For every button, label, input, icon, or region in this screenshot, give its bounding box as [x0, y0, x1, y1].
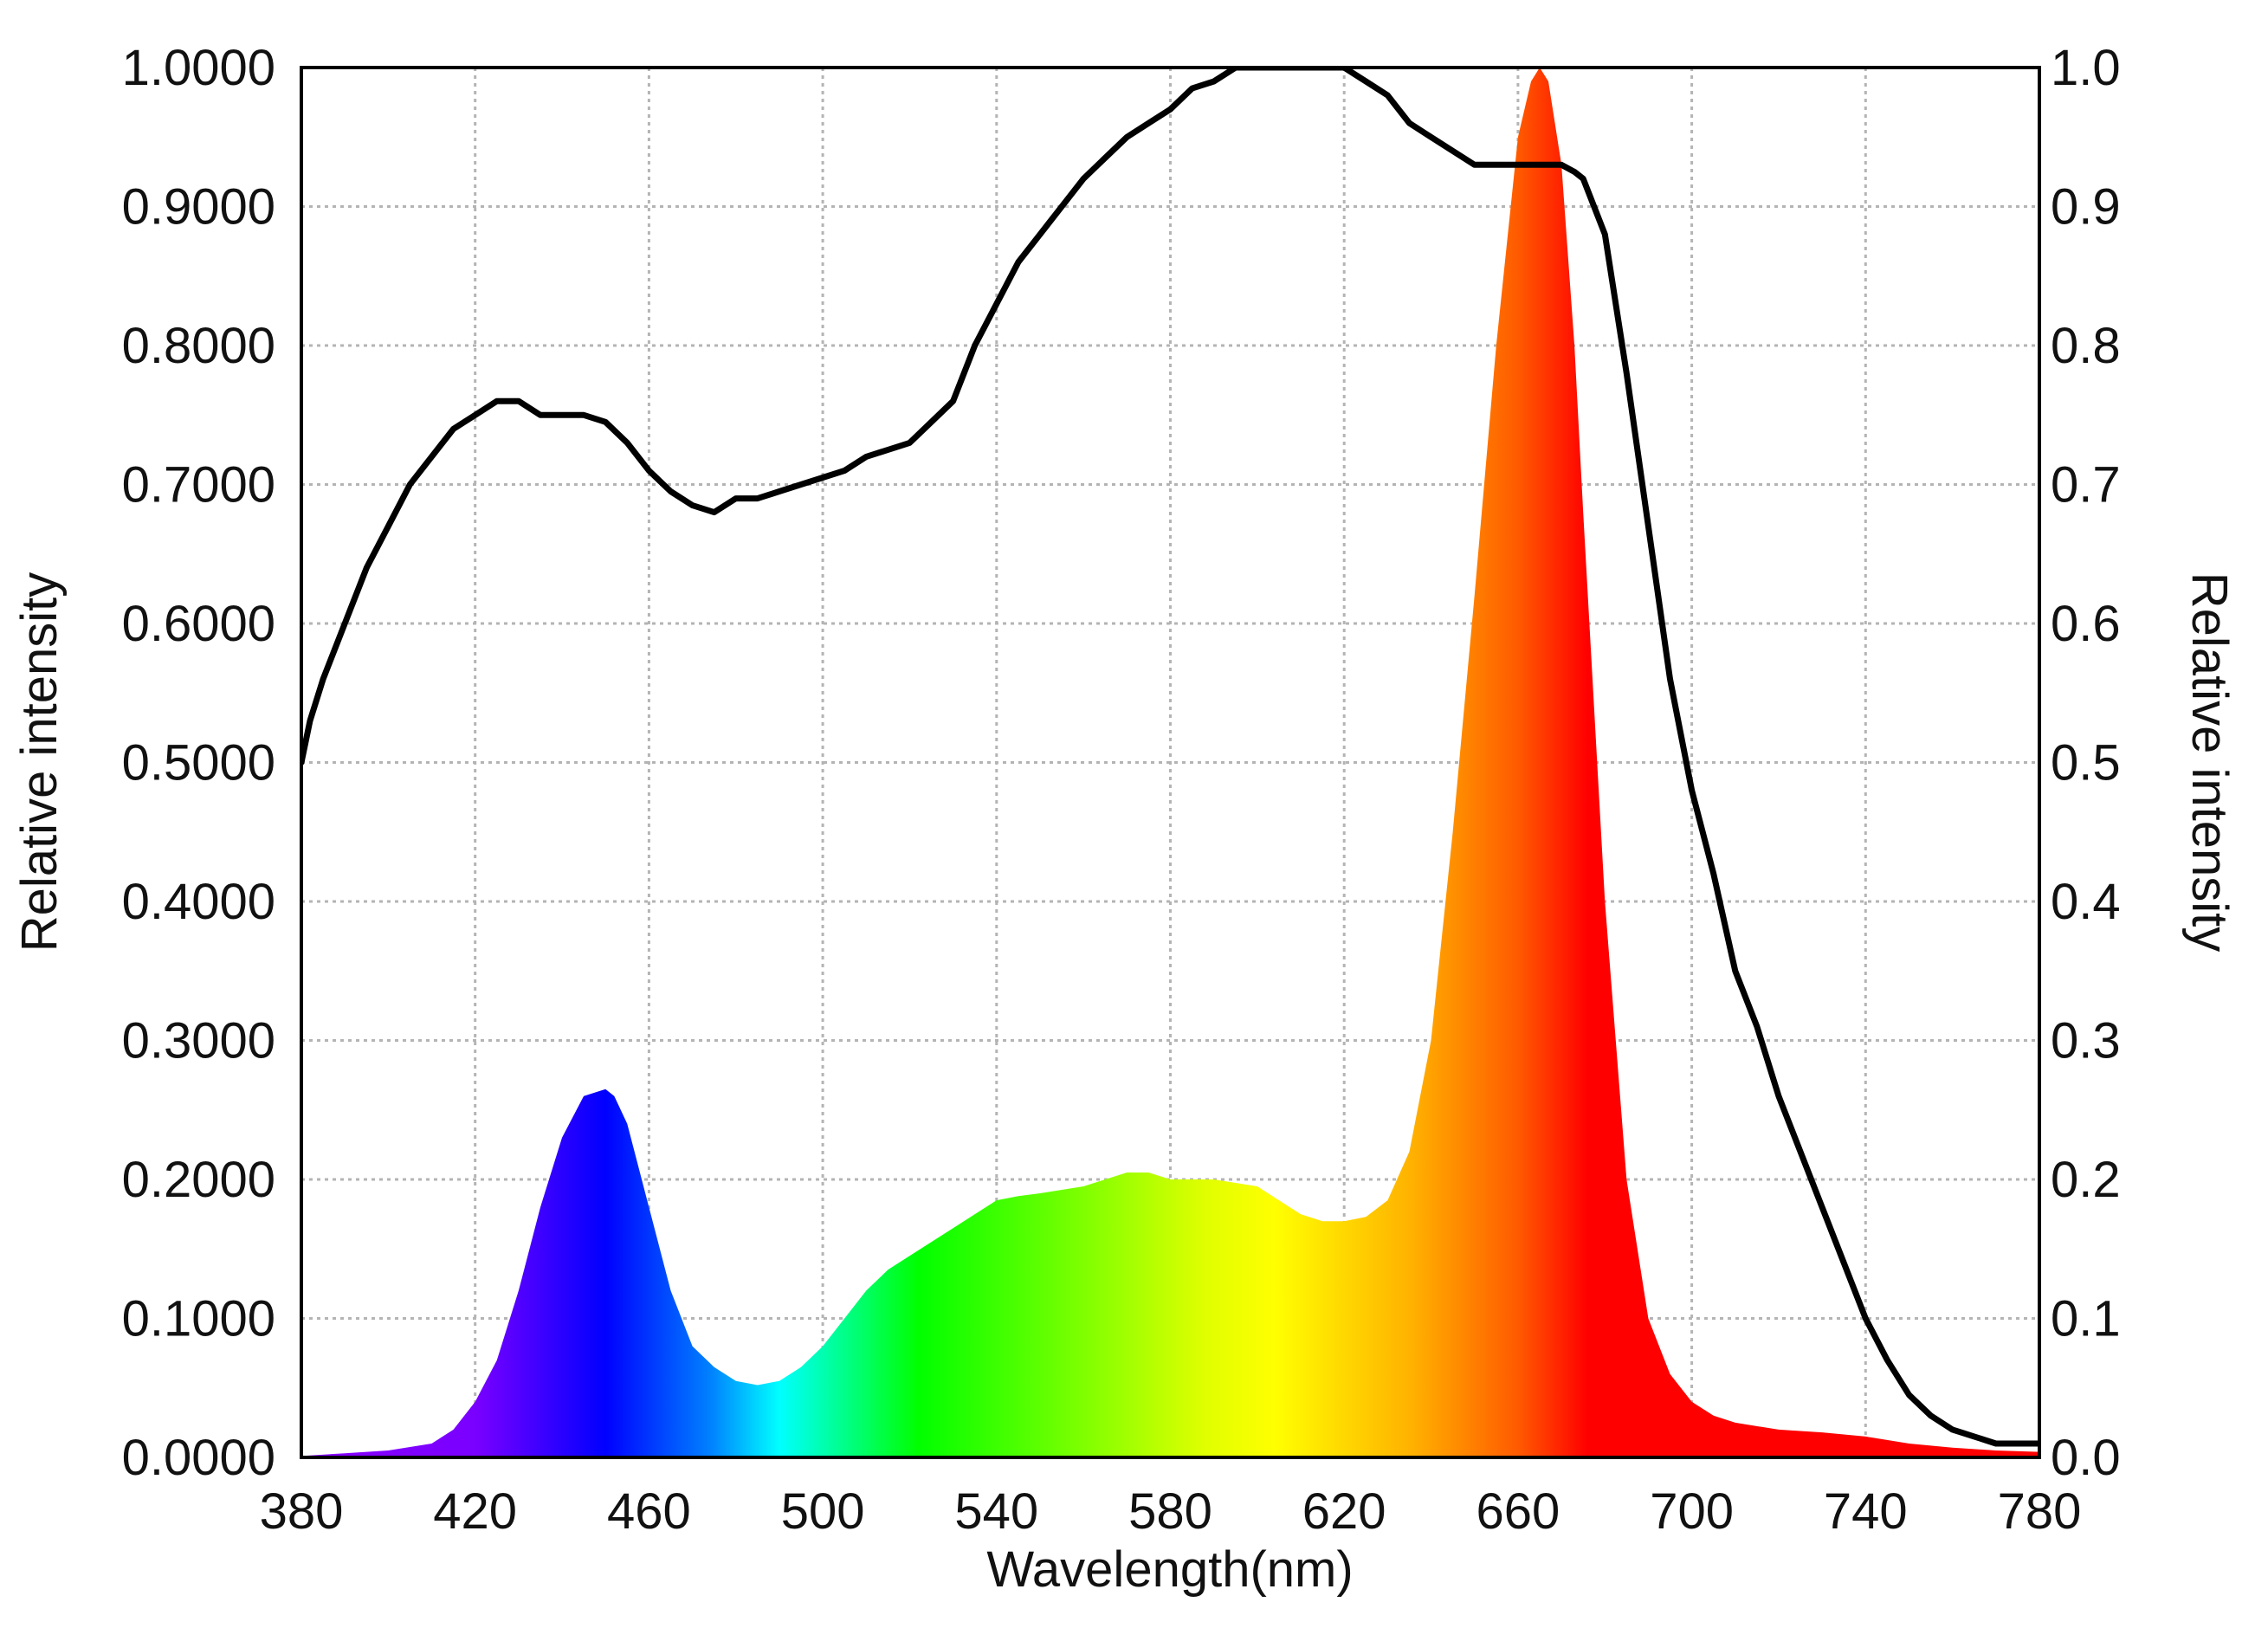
y-left-tick-label: 0.3000	[122, 1013, 275, 1069]
x-axis-title: Wavelength(nm)	[986, 1541, 1353, 1598]
y-right-tick-label: 0.3	[2051, 1013, 2121, 1069]
x-tick-label: 420	[433, 1483, 517, 1540]
y-right-tick-label: 1.0	[2051, 40, 2121, 96]
y-left-tick-label: 0.8000	[122, 318, 275, 374]
y-left-tick-label: 0.9000	[122, 179, 275, 236]
x-tick-label: 500	[781, 1483, 865, 1540]
y-right-tick-label: 0.0	[2051, 1430, 2121, 1486]
y-axis-right-title: Relative intensity	[2181, 572, 2238, 952]
y-right-tick-label: 0.5	[2051, 735, 2121, 791]
y-left-tick-label: 0.6000	[122, 596, 275, 652]
y-left-tick-label: 1.0000	[122, 40, 275, 96]
x-tick-label: 660	[1476, 1483, 1560, 1540]
y-left-tick-label: 0.2000	[122, 1152, 275, 1208]
spectrum-area	[301, 68, 2039, 1457]
y-left-tick-label: 0.1000	[122, 1291, 275, 1347]
y-axis-right-ticks: 0.0 0.1 0.2 0.3 0.4 0.5 0.6 0.7 0.8 0.9 1.0	[2051, 40, 2121, 1486]
x-tick-label: 580	[1128, 1483, 1212, 1540]
y-axis-left-title: Relative intensity	[11, 572, 68, 952]
y-axis-left-ticks: 0.0000 0.1000 0.2000 0.3000 0.4000 0.5000 0.60…	[122, 40, 275, 1486]
y-left-tick-label: 0.4000	[122, 874, 275, 930]
y-right-tick-label: 0.1	[2051, 1291, 2121, 1347]
y-left-tick-label: 0.7000	[122, 457, 275, 514]
x-tick-label: 740	[1824, 1483, 1908, 1540]
plot-frame	[300, 66, 2041, 1459]
y-right-tick-label: 0.6	[2051, 596, 2121, 652]
response-curve-line	[301, 68, 2039, 1447]
series-layer	[301, 68, 2039, 1457]
x-axis-ticks: 380 420 460 500 540 580 620 660 700 740 780	[260, 1483, 2082, 1540]
y-right-tick-label: 0.2	[2051, 1152, 2121, 1208]
y-left-tick-label: 0.5000	[122, 735, 275, 791]
y-right-tick-label: 0.4	[2051, 874, 2121, 930]
y-right-tick-label: 0.7	[2051, 457, 2121, 514]
x-tick-label: 700	[1650, 1483, 1734, 1540]
x-tick-label: 540	[954, 1483, 1038, 1540]
x-tick-label: 460	[607, 1483, 691, 1540]
x-tick-label: 620	[1302, 1483, 1386, 1540]
y-left-tick-label: 0.0000	[122, 1430, 275, 1486]
x-tick-label: 380	[260, 1483, 344, 1540]
y-right-tick-label: 0.8	[2051, 318, 2121, 374]
x-tick-label: 780	[1998, 1483, 2082, 1540]
y-right-tick-label: 0.9	[2051, 179, 2121, 236]
